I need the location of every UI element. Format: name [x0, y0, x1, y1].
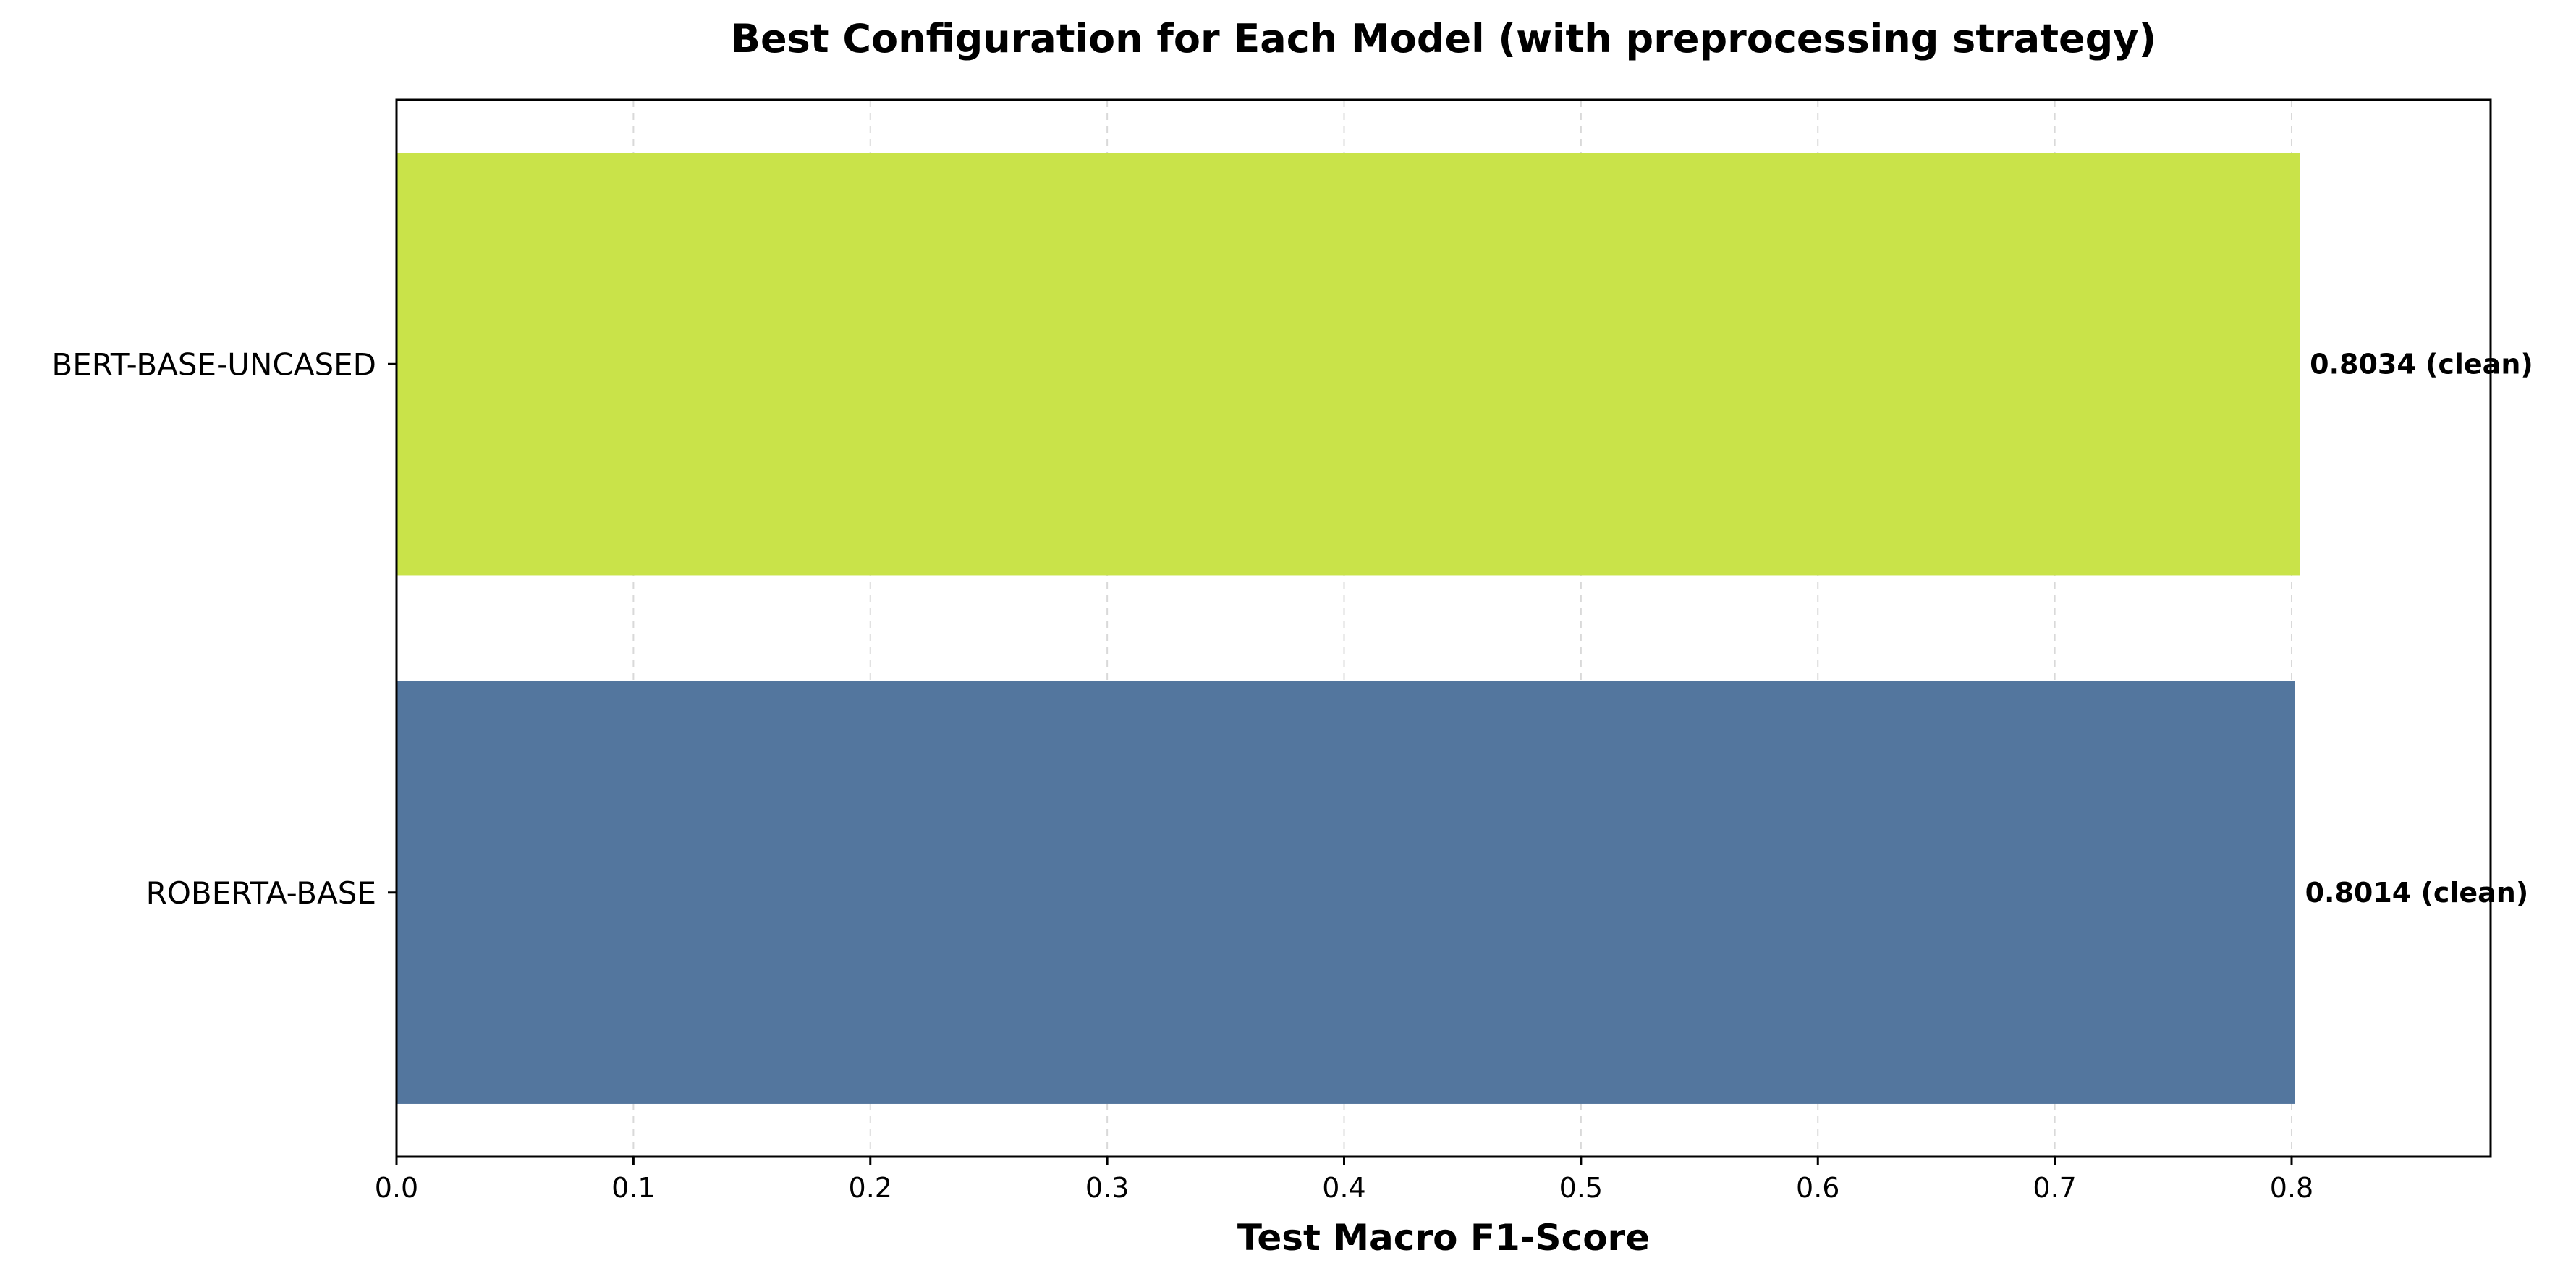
y-category-label: BERT-BASE-UNCASED	[51, 347, 376, 382]
x-tick-label: 0.2	[849, 1172, 892, 1204]
x-tick-label: 0.7	[2033, 1172, 2076, 1204]
bar-bert-base-uncased	[397, 153, 2300, 576]
x-tick-label: 0.5	[1559, 1172, 1603, 1204]
y-axis-ticks: BERT-BASE-UNCASED ROBERTA-BASE	[51, 347, 397, 911]
x-tick-label: 0.8	[2270, 1172, 2313, 1204]
x-tick-label: 0.3	[1085, 1172, 1129, 1204]
x-tick-label: 0.6	[1796, 1172, 1839, 1204]
x-tick-label: 0.4	[1322, 1172, 1365, 1204]
bars	[397, 153, 2300, 1104]
plot-area-frame	[395, 98, 2492, 1158]
x-axis-label: Test Macro F1-Score	[1237, 1217, 1650, 1259]
y-category-label: ROBERTA-BASE	[146, 875, 376, 911]
value-label: 0.8034 (clean)	[2310, 348, 2533, 380]
x-tick-label: 0.1	[611, 1172, 655, 1204]
chart-title: Best Configuration for Each Model (with …	[731, 16, 2156, 61]
x-tick-label: 0.0	[375, 1172, 418, 1204]
bar-roberta-base	[397, 681, 2295, 1104]
x-axis-ticks: 0.0 0.1 0.2 0.3 0.4 0.5 0.6 0.7 0.8	[375, 1157, 2313, 1204]
value-label: 0.8014 (clean)	[2305, 877, 2529, 909]
